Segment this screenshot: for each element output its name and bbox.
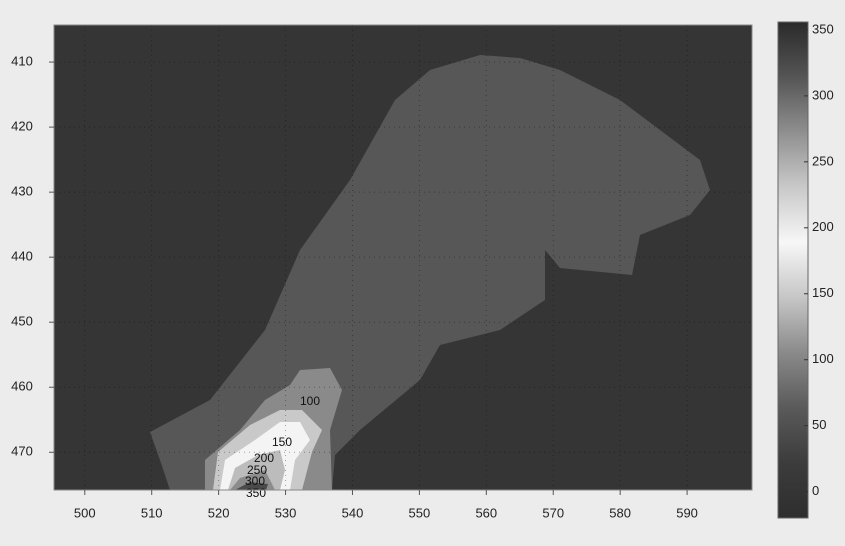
x-tick-label: 560	[475, 505, 497, 520]
colorbar-tick-label: 100	[812, 351, 834, 366]
colorbar-tick-label: 150	[812, 285, 834, 300]
y-tick-label: 420	[11, 119, 33, 134]
colorbar-tick-label: 350	[812, 21, 834, 36]
contour-label: 100	[300, 394, 320, 408]
colorbar-tick-label: 50	[812, 417, 826, 432]
colorbar	[778, 22, 808, 518]
x-tick-label: 580	[609, 505, 631, 520]
y-tick-label: 460	[11, 379, 33, 394]
y-tick-label: 450	[11, 314, 33, 329]
y-tick-label: 470	[11, 444, 33, 459]
colorbar-tick-label: 300	[812, 87, 834, 102]
x-tick-label: 500	[74, 505, 96, 520]
contour-label: 350	[246, 486, 266, 500]
x-tick-label: 590	[676, 505, 698, 520]
colorbar-tick-label: 0	[812, 483, 819, 498]
colorbar-tick-label: 200	[812, 219, 834, 234]
y-tick-label: 430	[11, 184, 33, 199]
colorbar-tick-label: 250	[812, 153, 834, 168]
x-tick-label: 510	[141, 505, 163, 520]
y-tick-label: 410	[11, 54, 33, 69]
chart: 100 150 200 250 300 350 5005105205305405…	[0, 0, 845, 546]
x-tick-label: 520	[208, 505, 230, 520]
body: {"chart_data": {"type": "contour", "xlim…	[0, 0, 845, 546]
plot-area: 100 150 200 250 300 350	[54, 25, 752, 500]
x-tick-label: 570	[542, 505, 564, 520]
x-tick-label: 530	[275, 505, 297, 520]
contour-label: 150	[272, 435, 292, 449]
page: body { margin: 0; width: 845px; height: …	[0, 0, 845, 546]
x-tick-label: 540	[342, 505, 364, 520]
y-tick-label: 440	[11, 249, 33, 264]
x-tick-label: 550	[409, 505, 431, 520]
